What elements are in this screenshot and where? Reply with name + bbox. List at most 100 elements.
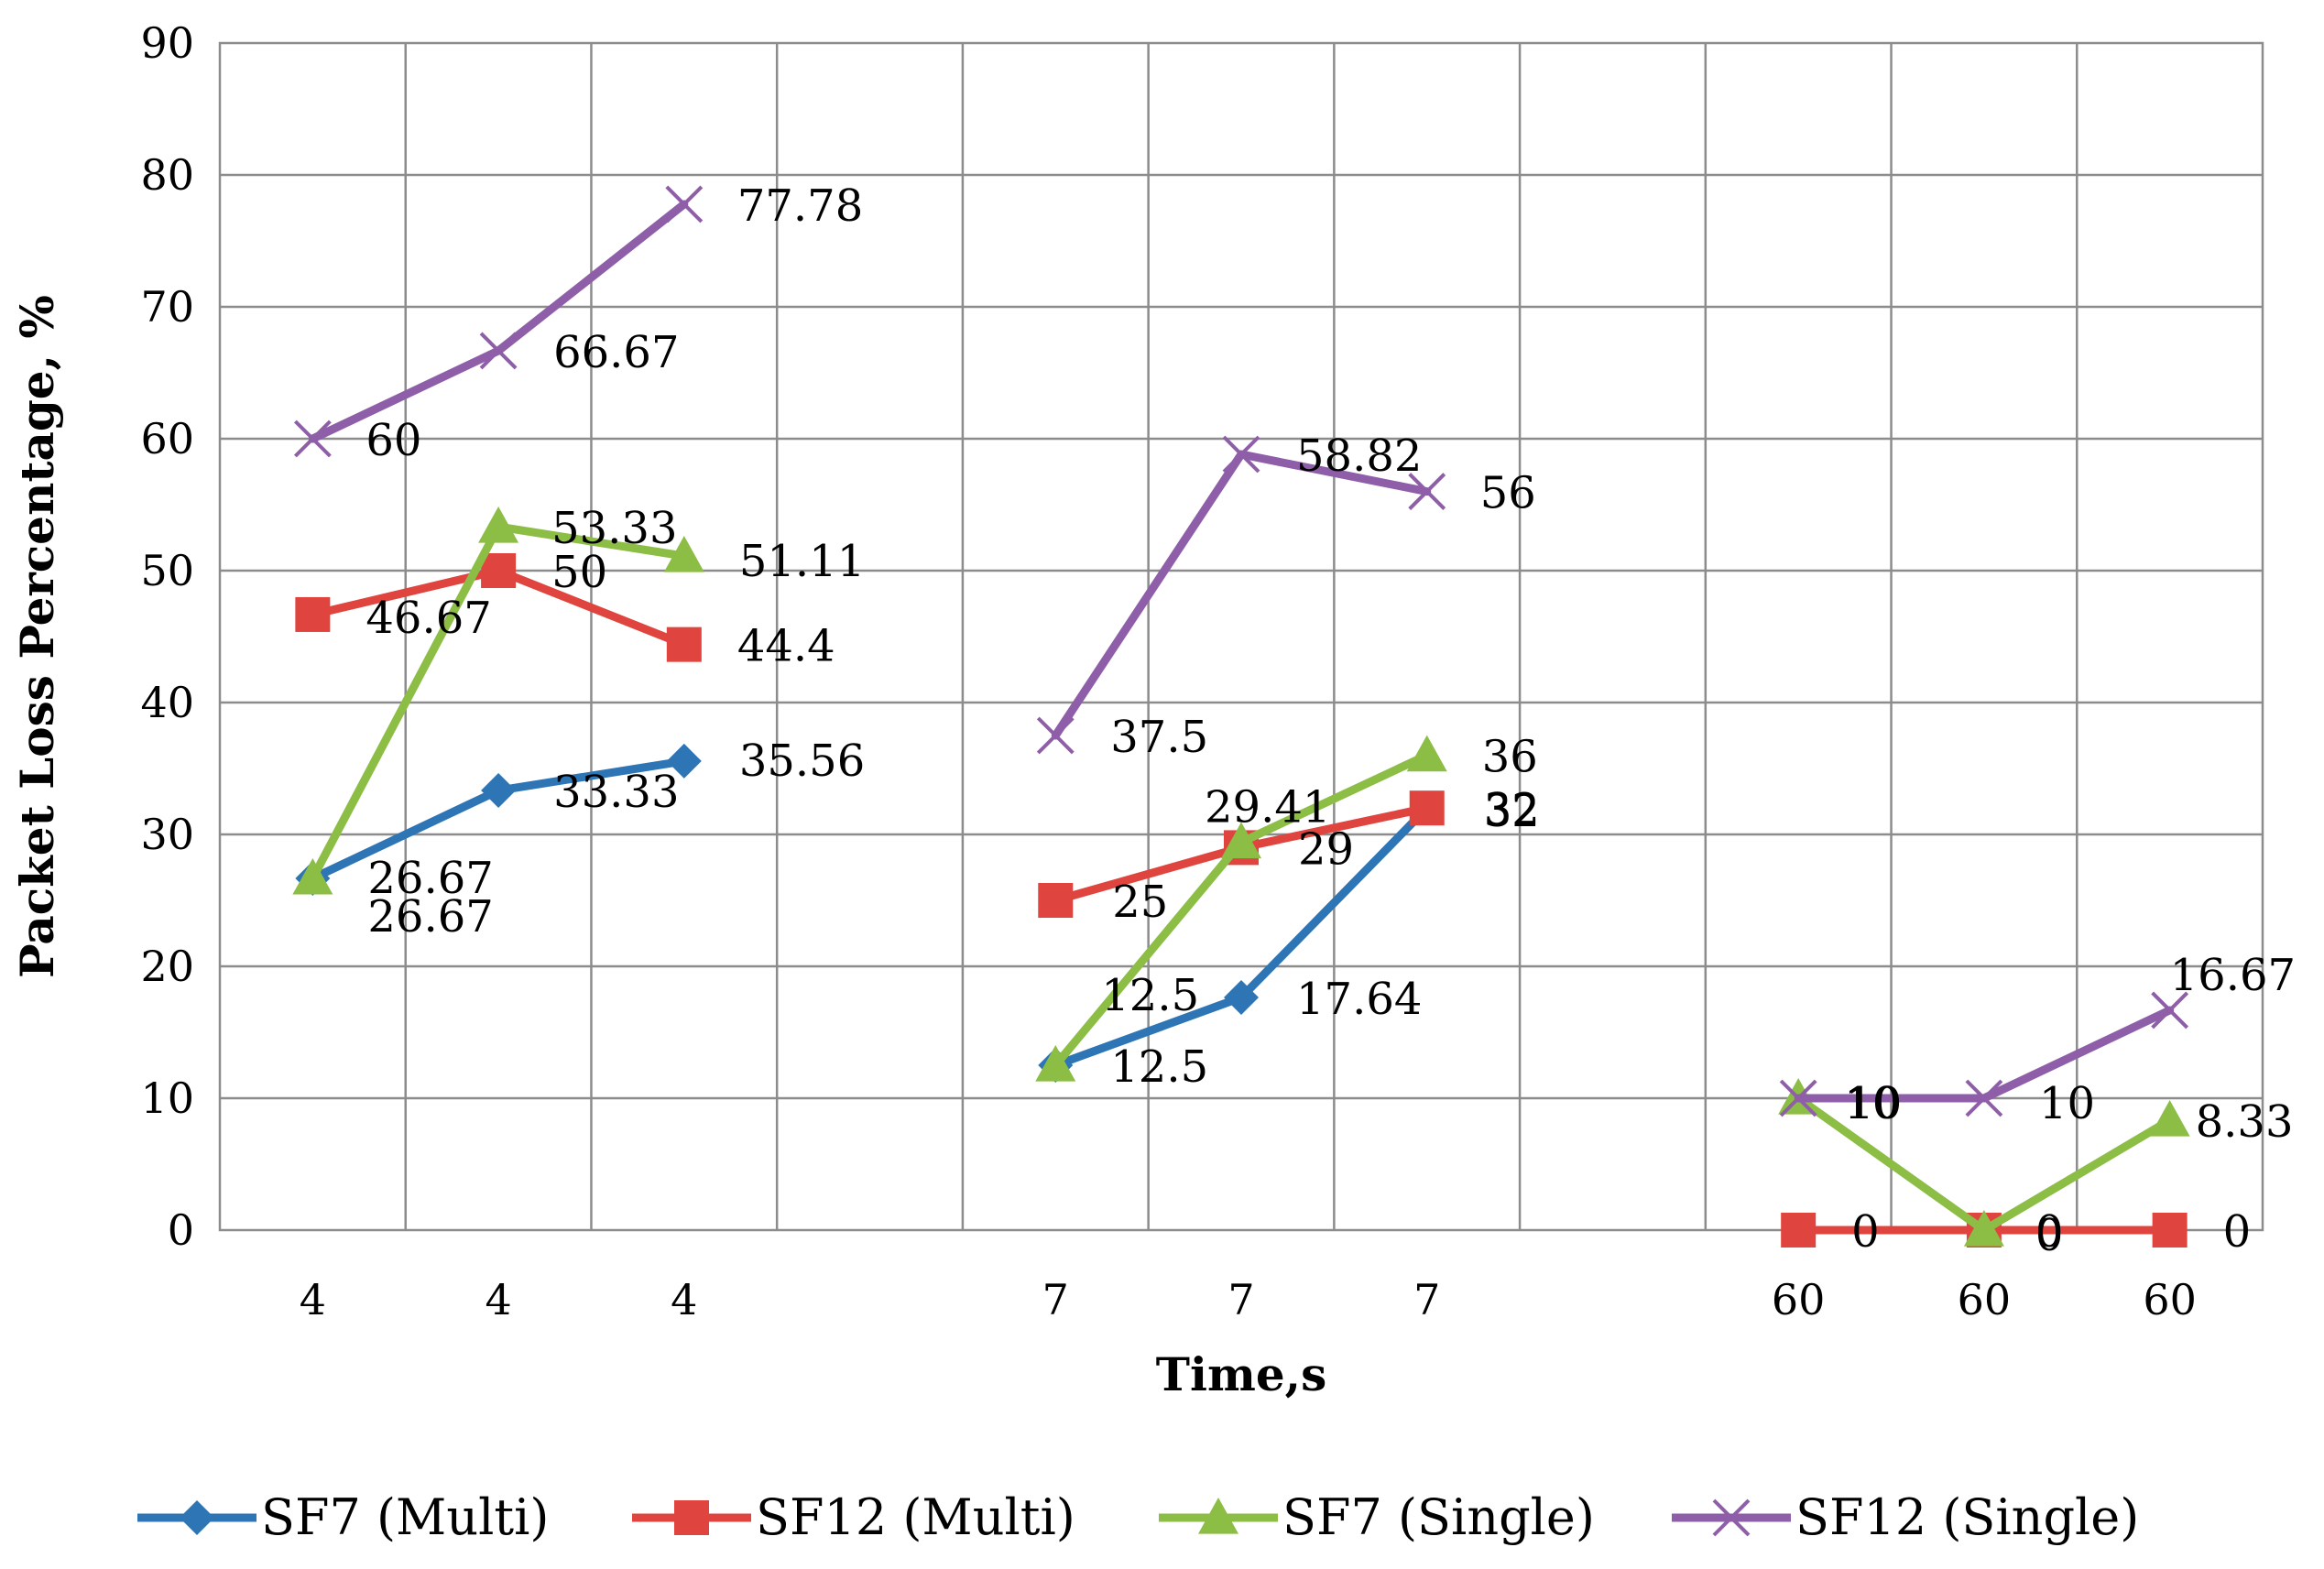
- data-label: 10: [2039, 1078, 2095, 1129]
- legend-label: SF7 (Multi): [261, 1488, 549, 1546]
- data-label: 12.5: [1110, 1041, 1208, 1093]
- marker-stroke: [479, 332, 518, 370]
- data-point: [1965, 1079, 2003, 1117]
- data-point: [1035, 1045, 1076, 1082]
- data-label: 32: [1484, 784, 1540, 835]
- marker-stroke: [1965, 1079, 2003, 1117]
- x-tick-label: 7: [1042, 1275, 1069, 1324]
- y-tick-label: 60: [140, 414, 194, 463]
- x-tick-label: 60: [2143, 1275, 2197, 1324]
- data-label: 33.33: [553, 767, 679, 818]
- data-point: [666, 743, 702, 779]
- data-label: 44.4: [737, 621, 835, 672]
- data-point: [666, 627, 702, 662]
- x-tick-label: 7: [1227, 1275, 1254, 1324]
- data-labels: 26.67 33.33 35.56 12.5 17.64 32 46.67 50 44.4 25 2…: [366, 180, 2296, 1261]
- data-label: 29: [1298, 823, 1354, 875]
- series-line: [308, 200, 689, 443]
- data-point: [1221, 822, 1261, 859]
- legend: SF7 (Multi) SF12 (Multi) SF7 (Single) SF12 …: [137, 1488, 2139, 1546]
- y-tick-label: 50: [140, 546, 194, 595]
- data-point: [295, 596, 331, 632]
- data-label: 0: [2035, 1210, 2064, 1261]
- y-tick-label: 0: [168, 1205, 194, 1255]
- legend-swatch-marker: [1712, 1498, 1751, 1537]
- data-label: 0: [2223, 1206, 2252, 1258]
- marker-stroke: [665, 185, 704, 223]
- data-label: 26.67: [367, 853, 493, 904]
- data-label: 25: [1112, 877, 1168, 928]
- legend-label: SF12 (Multi): [756, 1488, 1075, 1546]
- y-axis-ticks: 0 10 20 30 40 50 60 70 80 90: [140, 18, 194, 1255]
- plot-area-border: [218, 41, 2264, 1232]
- data-point: [1963, 1210, 2004, 1247]
- legend-swatch-marker: [180, 1500, 214, 1535]
- grid-lines: [218, 41, 2264, 1232]
- data-label: 58.82: [1296, 430, 1422, 482]
- y-tick-label: 90: [140, 18, 194, 68]
- x-tick-label: 60: [1772, 1275, 1826, 1324]
- data-label: 0: [1851, 1206, 1880, 1258]
- data-point: [1036, 716, 1075, 755]
- data-label: 26.67: [367, 891, 493, 942]
- data-point: [481, 773, 517, 809]
- data-point: [1406, 735, 1447, 772]
- series-line: [1051, 450, 1432, 740]
- y-tick-label: 80: [140, 150, 194, 200]
- data-point: [2149, 1100, 2190, 1137]
- data-point: [1408, 473, 1446, 511]
- legend-swatch-marker: [1198, 1498, 1238, 1534]
- data-label: 60: [366, 415, 421, 466]
- data-label: 51.11: [739, 536, 865, 587]
- data-label: 36: [1482, 732, 1538, 783]
- data-label: 46.67: [366, 593, 491, 644]
- marker-stroke: [1408, 473, 1446, 511]
- data-point: [293, 419, 332, 458]
- marker-stroke: [293, 419, 332, 458]
- data-point: [1409, 790, 1445, 826]
- marker-stroke: [1712, 1498, 1751, 1537]
- data-point: [478, 507, 519, 543]
- series-sf12-multi: [295, 553, 2188, 1248]
- data-label: 35.56: [739, 735, 865, 787]
- data-point: [1779, 1079, 1817, 1117]
- legend-label: SF7 (Single): [1282, 1488, 1595, 1546]
- data-label: 53.33: [551, 503, 677, 554]
- legend-entry: SF12 (Single): [1672, 1488, 2139, 1546]
- data-label: 8.33: [2196, 1096, 2294, 1148]
- data-point: [1224, 979, 1259, 1015]
- series-sf7-single: [292, 507, 2190, 1247]
- data-label: 50: [551, 547, 607, 598]
- legend-label: SF12 (Single): [1795, 1488, 2139, 1546]
- data-label: 16.67: [2170, 950, 2296, 1001]
- marker-stroke: [1222, 435, 1260, 474]
- data-point: [2152, 1213, 2188, 1248]
- x-tick-label: 60: [1958, 1275, 2012, 1324]
- data-label: 66.67: [553, 327, 679, 378]
- data-label: 77.78: [737, 180, 863, 232]
- y-tick-label: 70: [140, 282, 194, 332]
- data-label: 56: [1480, 468, 1536, 519]
- x-tick-label: 4: [671, 1275, 697, 1324]
- data-label: 12.5: [1101, 970, 1199, 1021]
- x-axis-title: Time,s: [1156, 1347, 1326, 1401]
- data-label: 10: [1846, 1078, 1902, 1129]
- data-point: [1781, 1213, 1817, 1248]
- legend-swatch-marker: [674, 1500, 709, 1535]
- legend-entry: SF7 (Multi): [137, 1488, 549, 1546]
- data-point: [292, 857, 333, 895]
- data-label: 29.41: [1205, 781, 1330, 833]
- series-group: [292, 185, 2190, 1248]
- series-sf12-single: [293, 185, 2189, 1117]
- data-point: [663, 536, 704, 572]
- x-tick-label: 4: [485, 1275, 511, 1324]
- legend-entry: SF7 (Single): [1159, 1488, 1595, 1546]
- y-axis-title: Packet Loss Percentage, %: [10, 295, 64, 978]
- x-tick-label: 7: [1413, 1275, 1440, 1324]
- x-axis-ticks: 4 4 4 7 7 7 60 60 60: [300, 1275, 2197, 1324]
- data-label: 37.5: [1110, 712, 1208, 763]
- data-point: [479, 332, 518, 370]
- legend-entry: SF12 (Multi): [632, 1488, 1075, 1546]
- marker-stroke: [2151, 991, 2189, 1030]
